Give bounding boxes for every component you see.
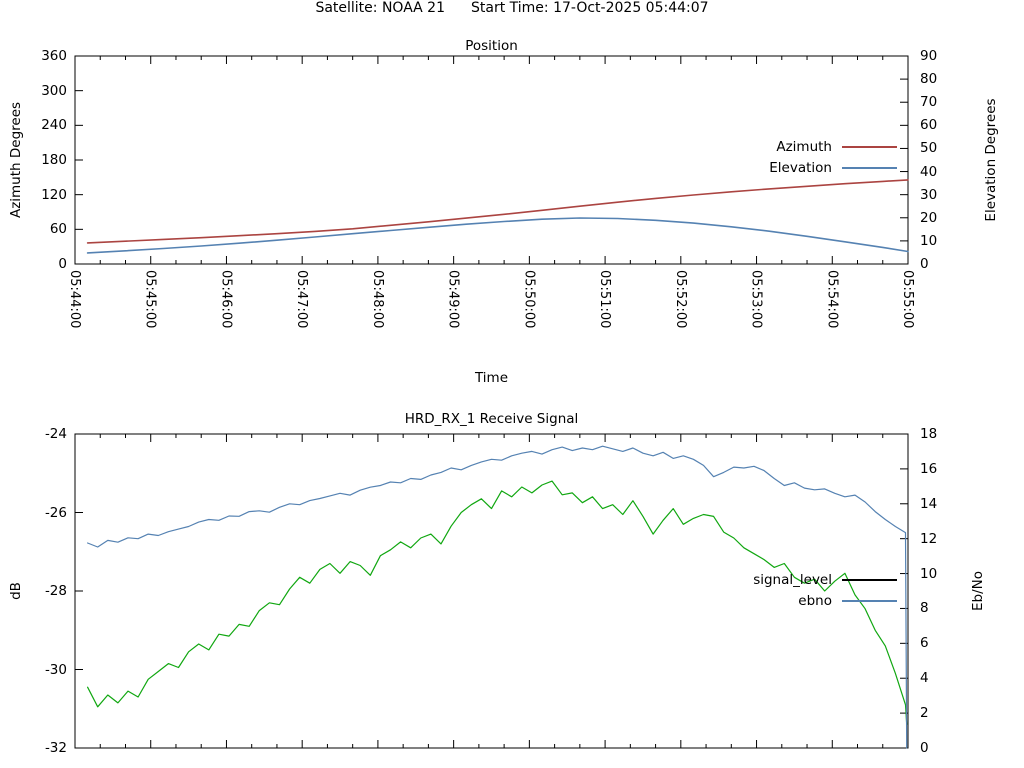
- y2-tick-label: 10: [920, 232, 938, 249]
- y2-tick-label: 12: [920, 530, 938, 547]
- x-tick-label: 05:52:00: [672, 270, 688, 329]
- y2-tick-label: 50: [920, 140, 938, 157]
- y-tick-label: -32: [44, 740, 67, 756]
- y2-tick-label: 60: [920, 117, 938, 134]
- main-title: Satellite: NOAA 21 Start Time: 17-Oct-20…: [0, 0, 1024, 16]
- y2-tick-label: 70: [920, 94, 938, 111]
- y2-tick-label: 20: [920, 209, 938, 226]
- y-tick-label: 240: [41, 117, 67, 134]
- legend-label-ebno: ebno: [798, 593, 832, 609]
- legend-item-elevation: Elevation: [769, 160, 897, 176]
- y2-tick-label: 18: [920, 426, 938, 442]
- legend-label-elevation: Elevation: [769, 160, 832, 176]
- legend-label-signal-level: signal_level: [753, 572, 832, 588]
- y-tick-label: -30: [44, 661, 67, 678]
- y-tick-label: 0: [58, 256, 67, 272]
- y-tick-label: -28: [44, 583, 67, 599]
- y-tick-label: 180: [41, 152, 67, 168]
- legend-item-ebno: ebno: [798, 593, 897, 609]
- chart-title-receive-signal: HRD_RX_1 Receive Signal: [404, 411, 579, 427]
- legend-position-chart: Azimuth Elevation: [769, 139, 897, 176]
- x-tick-label: 05:45:00: [142, 270, 158, 329]
- chart-title-position: Position: [465, 38, 518, 54]
- satellite-name: Satellite: NOAA 21: [315, 0, 445, 16]
- y2-tick-label: 80: [920, 71, 938, 88]
- y2-tick-label: 0: [920, 740, 929, 756]
- legend-item-azimuth: Azimuth: [776, 139, 897, 155]
- y-tick-label: 300: [41, 82, 67, 99]
- y2-tick-label: 4: [920, 670, 929, 687]
- x-tick-label: 05:44:00: [67, 270, 82, 329]
- x-tick-label: 05:51:00: [597, 270, 613, 329]
- y2-tick-label: 10: [920, 565, 938, 582]
- y2-tick-label: 16: [920, 460, 938, 477]
- legend-signal-chart: signal_level ebno: [753, 572, 897, 609]
- legend-line-azimuth: [842, 146, 897, 148]
- y2-tick-label: 14: [920, 495, 938, 512]
- x-tick-label: 05:50:00: [521, 270, 537, 329]
- legend-line-ebno: [842, 600, 897, 602]
- start-time: Start Time: 17-Oct-2025 05:44:07: [471, 0, 709, 16]
- y2-axis-label-ebno: Eb/No: [970, 570, 986, 612]
- x-tick-label: 05:55:00: [900, 270, 915, 329]
- legend-item-signal-level: signal_level: [753, 572, 897, 588]
- legend-label-azimuth: Azimuth: [776, 139, 832, 155]
- x-tick-label: 05:47:00: [294, 270, 310, 329]
- y2-tick-label: 0: [920, 256, 929, 272]
- y2-tick-label: 6: [920, 635, 929, 652]
- x-tick-label: 05:46:00: [218, 270, 234, 329]
- x-tick-label: 05:54:00: [824, 270, 840, 329]
- y2-tick-label: 90: [920, 48, 938, 64]
- legend-line-signal-level: [842, 579, 897, 581]
- x-axis-label-time: Time: [474, 370, 509, 386]
- y2-tick-label: 30: [920, 186, 938, 203]
- y-tick-label: 120: [41, 186, 67, 203]
- y2-tick-label: 2: [920, 705, 929, 722]
- y-tick-label: 60: [49, 221, 67, 238]
- y-tick-label: 360: [41, 48, 67, 64]
- y2-tick-label: 8: [920, 600, 929, 617]
- x-tick-label: 05:48:00: [369, 270, 385, 329]
- x-tick-label: 05:49:00: [445, 270, 461, 329]
- y-tick-label: -26: [44, 504, 67, 521]
- y2-tick-label: 40: [920, 163, 938, 180]
- y-tick-label: -24: [44, 426, 67, 442]
- x-tick-label: 05:53:00: [748, 270, 764, 329]
- legend-line-elevation: [842, 167, 897, 169]
- y2-axis-label-elevation: Elevation Degrees: [983, 98, 999, 222]
